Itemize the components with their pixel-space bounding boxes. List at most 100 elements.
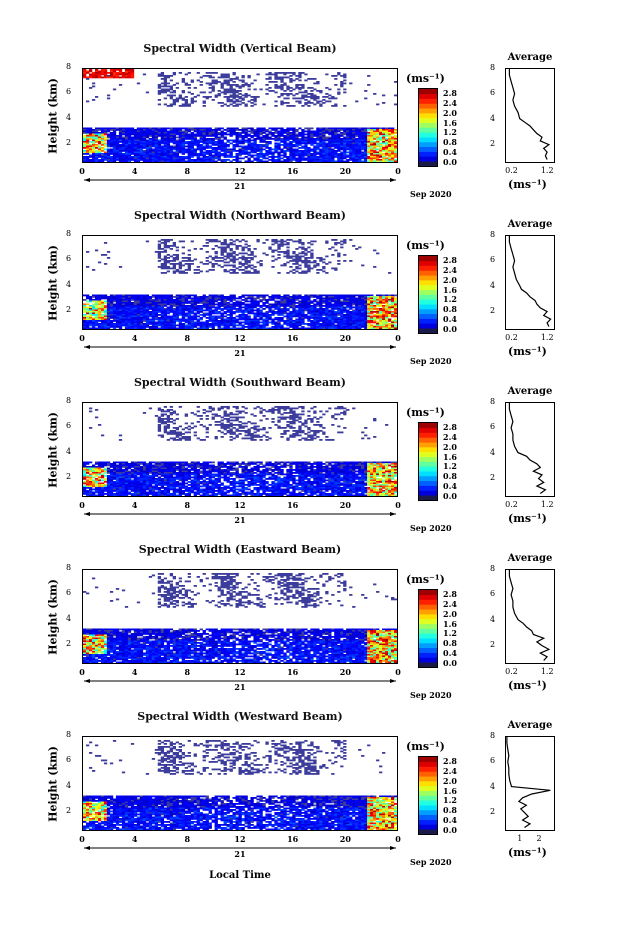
heatmap-cell [325, 314, 329, 316]
heatmap-cell [160, 326, 165, 328]
heatmap-cell [163, 78, 168, 80]
heatmap-cell [226, 308, 230, 310]
heatmap-cell [244, 130, 248, 133]
heatmap-cell [313, 320, 317, 322]
heatmap-cell [196, 306, 200, 309]
heatmap-cell [313, 153, 317, 155]
heatmap-cell [190, 156, 194, 158]
heatmap-cell [109, 315, 114, 318]
heatmap-cell [334, 300, 338, 303]
heatmap-cell [175, 139, 179, 142]
heatmap-cell [250, 267, 254, 270]
heatmap-cell [241, 138, 245, 140]
heatmap-cell [325, 317, 329, 319]
heatmap-cell [190, 147, 194, 149]
heatmap-cell [184, 296, 188, 298]
heatmap-cell [337, 294, 341, 297]
heatmap-cell [310, 267, 314, 270]
heatmap-cell [94, 311, 99, 313]
heatmap-cell [289, 79, 293, 82]
heatmap-cell [136, 311, 141, 313]
heatmap-cell [322, 318, 326, 321]
heatmap-cell [91, 305, 96, 307]
heatmap-cell [88, 144, 93, 146]
heatmap-cell [385, 142, 389, 145]
heatmap-cell [247, 245, 251, 247]
heatmap-cell [319, 135, 323, 137]
heatmap-cell [298, 321, 302, 324]
heatmap-cell [325, 299, 329, 301]
heatmap-cell [238, 315, 242, 318]
heatmap-cell [376, 160, 380, 162]
heatmap-cell [106, 133, 111, 136]
heatmap-cell [127, 76, 132, 79]
heatmap-cell [301, 97, 305, 100]
heatmap-cell [181, 297, 185, 300]
heatmap-cell [97, 132, 102, 134]
heatmap-cell [223, 312, 227, 315]
heatmap-cell [310, 157, 314, 160]
heatmap-cell [265, 130, 269, 133]
heatmap-cell [307, 324, 311, 327]
heatmap-cell [307, 102, 311, 104]
heatmap-cell [166, 311, 171, 313]
heatmap-cell [151, 314, 156, 316]
heatmap-cell [187, 136, 191, 139]
heatmap-cell [307, 299, 311, 301]
heatmap-cell [181, 142, 185, 145]
heatmap-cell [316, 151, 320, 154]
heatmap-cell [211, 302, 215, 304]
heatmap-cell [289, 156, 293, 158]
heatmap-cell [145, 133, 150, 136]
heatmap-cell [337, 130, 341, 133]
heatmap-cell [190, 97, 194, 100]
heatmap-cell [334, 138, 338, 140]
heatmap-cell [238, 296, 242, 298]
heatmap-cell [190, 260, 194, 262]
month-label: Sep 2020 [410, 189, 452, 199]
heatmap-cell [385, 133, 389, 136]
heatmap-cell [109, 296, 114, 298]
heatmap-cell [94, 145, 99, 148]
heatmap-cell [211, 142, 215, 145]
heatmap-cell [199, 314, 203, 316]
heatmap-cell [112, 138, 117, 140]
heatmap-cell [160, 136, 165, 139]
heatmap-cell [250, 326, 254, 328]
heatmap-cell [193, 136, 197, 139]
heatmap-cell [226, 79, 230, 82]
heatmap-cell [115, 300, 120, 303]
heatmap-cell [97, 142, 102, 145]
heatmap-cell [208, 91, 212, 94]
heatmap-cell [181, 105, 185, 107]
heatmap-cell [313, 294, 317, 297]
heatmap-cell [178, 144, 182, 146]
average-profile-line [508, 69, 551, 160]
heatmap-cell [325, 73, 329, 76]
heatmap-cell [163, 314, 168, 316]
heatmap-cell [217, 93, 221, 95]
heatmap-cell [223, 264, 227, 267]
heatmap-cell [280, 251, 284, 253]
heatmap-cell [148, 320, 153, 322]
heatmap-cell [358, 132, 362, 134]
heatmap-cell [337, 129, 341, 131]
heatmap-cell [361, 129, 365, 131]
heatmap-cell [244, 315, 248, 318]
heatmap-cell [139, 150, 144, 152]
heatmap-cell [148, 315, 153, 318]
heatmap-cell [298, 260, 302, 262]
heatmap-cell [241, 148, 245, 151]
heatmap-cell [115, 154, 120, 157]
heatmap-cell [319, 327, 323, 329]
heatmap-cell [283, 323, 287, 325]
heatmap-cell [130, 306, 135, 309]
heatmap-cell [112, 320, 117, 322]
heatmap-cell [241, 151, 245, 154]
heatmap-cell [124, 302, 129, 304]
heatmap-cell [190, 129, 194, 131]
heatmap-cell [301, 136, 305, 139]
heatmap-cell [145, 315, 150, 318]
heatmap-cell [151, 150, 156, 152]
heatmap-cell [283, 302, 287, 304]
